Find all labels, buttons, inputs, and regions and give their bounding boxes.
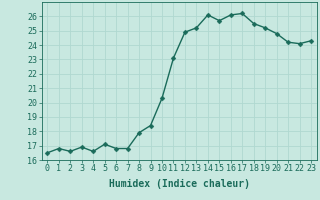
- X-axis label: Humidex (Indice chaleur): Humidex (Indice chaleur): [109, 179, 250, 189]
